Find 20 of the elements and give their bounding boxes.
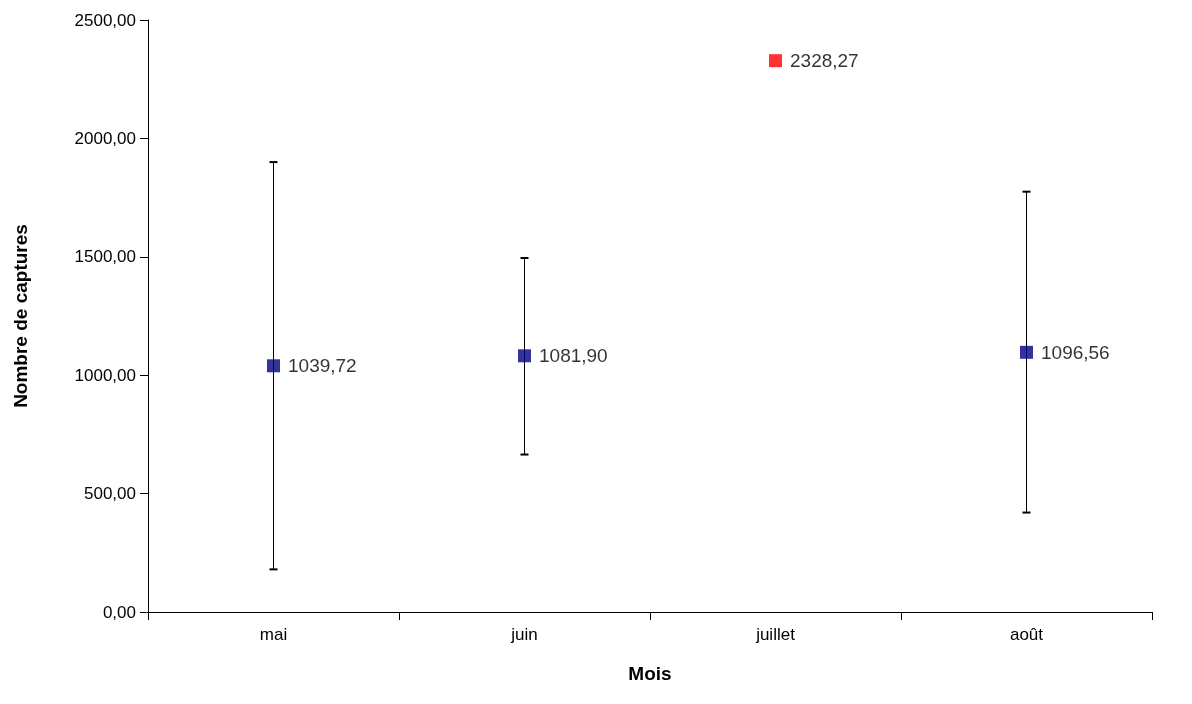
- point: [267, 359, 280, 373]
- data-label: 1081,90: [539, 345, 608, 367]
- data-label: 1096,56: [1041, 341, 1110, 363]
- y-tick-label: 1000,00: [74, 365, 136, 385]
- data-label: 1039,72: [288, 355, 357, 377]
- y-tick-label: 500,00: [84, 484, 136, 504]
- x-tick-label: juin: [510, 625, 538, 644]
- x-tick-label: août: [1009, 625, 1044, 644]
- y-tick-label: 2500,00: [74, 10, 136, 30]
- x-tick-label: juillet: [755, 625, 796, 644]
- point: [518, 349, 531, 363]
- y-axis-title: Nombre de captures: [10, 224, 31, 408]
- point: [1020, 345, 1033, 359]
- x-axis-title: Mois: [628, 663, 672, 684]
- data-label: 2328,27: [790, 50, 859, 72]
- y-tick-label: 2000,00: [74, 128, 136, 148]
- x-tick-label: mai: [259, 625, 288, 644]
- point: [769, 54, 782, 68]
- y-tick-label: 0,00: [102, 602, 136, 622]
- y-tick-label: 1500,00: [74, 247, 136, 267]
